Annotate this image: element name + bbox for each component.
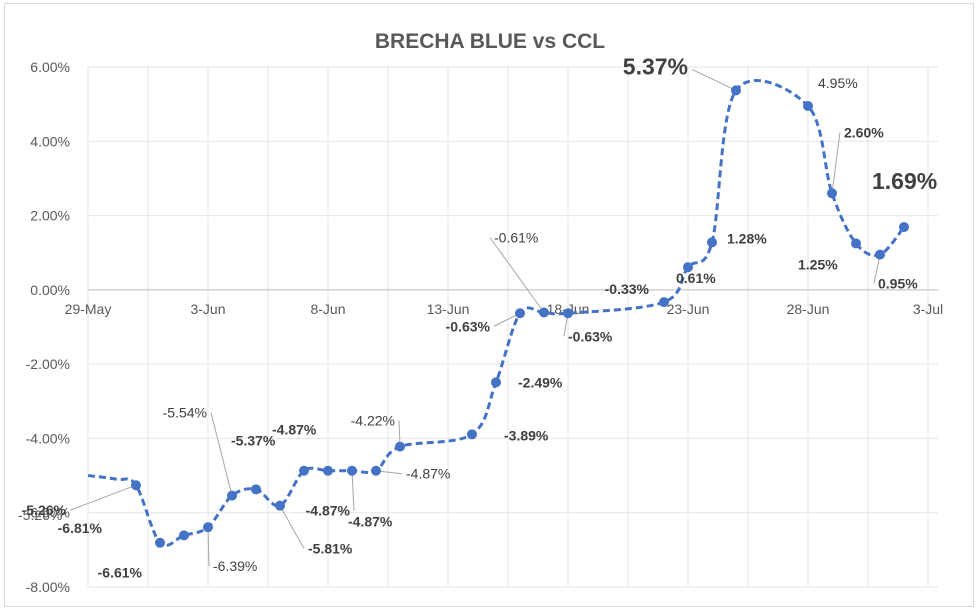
data-label: -3.89% — [504, 427, 549, 443]
x-tick-label: 3-Jul — [913, 301, 943, 317]
data-label: 4.95% — [818, 75, 858, 91]
x-tick-label: 3-Jun — [190, 301, 225, 317]
data-point — [323, 465, 333, 476]
x-tick-label: 13-Jun — [427, 301, 470, 317]
data-label: 1.25% — [798, 256, 838, 272]
data-point — [563, 308, 573, 319]
data-label: 5.37% — [623, 53, 688, 79]
leader-line — [691, 68, 737, 91]
data-point — [467, 429, 477, 440]
data-label: -6.39% — [213, 558, 257, 574]
data-point — [155, 537, 165, 548]
data-label: -0.63% — [568, 328, 613, 344]
data-label: -5.81% — [308, 541, 353, 557]
x-tick-label: 29-May — [65, 301, 112, 317]
data-label: -4.87% — [272, 422, 317, 438]
leader-lines — [69, 68, 881, 567]
y-tick-label: -6.00% — [26, 505, 70, 521]
data-point — [899, 222, 909, 233]
leader-line — [489, 237, 545, 313]
data-point — [275, 500, 285, 511]
data-point — [731, 85, 741, 96]
data-point — [395, 441, 405, 452]
data-point — [251, 484, 261, 495]
leader-line — [69, 484, 137, 511]
data-point — [683, 262, 693, 273]
leader-line — [207, 527, 210, 567]
x-tick-label: 28-Jun — [787, 301, 830, 317]
y-axis: 6.00% 4.00% 2.00% 0.00% -2.00% -4.00% -6.00% -8… — [26, 59, 70, 595]
data-label: -4.87% — [348, 514, 393, 530]
data-label: -2.49% — [518, 374, 563, 390]
data-label: -5.37% — [231, 432, 276, 448]
data-point — [659, 297, 669, 308]
y-tick-label: 0.00% — [30, 282, 70, 298]
y-tick-label: -8.00% — [26, 579, 70, 595]
data-label: -0.61% — [494, 230, 538, 246]
y-tick-label: 6.00% — [30, 59, 70, 75]
data-point — [371, 465, 381, 476]
data-label: -0.63% — [446, 318, 491, 334]
data-point — [851, 238, 861, 249]
data-label: -4.87% — [306, 503, 351, 519]
data-label: 0.95% — [878, 276, 918, 292]
data-point — [203, 522, 213, 533]
data-points — [131, 85, 909, 548]
data-point — [827, 188, 837, 199]
data-point — [299, 465, 309, 476]
data-labels: -5.26%-6.81%-6.61% -6.39%-5.54%-5.37%-5.8… — [18, 53, 937, 580]
gridlines — [87, 66, 938, 588]
leader-line — [279, 505, 305, 549]
x-tick-label: 8-Jun — [310, 301, 345, 317]
y-tick-label: -4.00% — [26, 430, 70, 446]
data-label: -4.87% — [406, 466, 450, 482]
data-label: -5.26% — [22, 502, 67, 518]
y-tick-label: 4.00% — [30, 133, 70, 149]
data-label: -5.54% — [163, 405, 207, 421]
data-label: -6.61% — [98, 564, 143, 580]
data-point — [179, 530, 189, 541]
data-point — [131, 480, 141, 491]
chart-title: BRECHA BLUE vs CCL — [374, 30, 606, 53]
data-label: 1.28% — [727, 230, 767, 246]
data-point — [539, 307, 549, 318]
data-point — [803, 101, 813, 111]
leader-line — [831, 132, 841, 194]
x-axis: 29-May3-Jun8-Jun13-Jun18-Jun23-Jun28-Jun… — [65, 301, 944, 317]
data-point — [491, 377, 501, 388]
data-point — [227, 490, 237, 501]
leader-line — [351, 470, 355, 511]
data-label: -4.22% — [351, 413, 395, 429]
y-tick-label: 2.00% — [30, 208, 70, 224]
leader-line — [210, 412, 233, 496]
data-label: -5.26% — [18, 507, 62, 523]
y-tick-label: -2.00% — [26, 356, 70, 372]
data-label: 0.61% — [676, 270, 716, 286]
data-point — [347, 465, 357, 476]
data-label: 1.69% — [872, 168, 937, 194]
data-label: -0.33% — [605, 281, 650, 297]
data-point — [875, 249, 885, 260]
data-label: 2.60% — [844, 124, 884, 140]
data-point — [707, 237, 717, 248]
data-point — [515, 308, 525, 319]
data-label: -6.81% — [58, 520, 103, 536]
x-tick-label: 23-Jun — [667, 301, 710, 317]
